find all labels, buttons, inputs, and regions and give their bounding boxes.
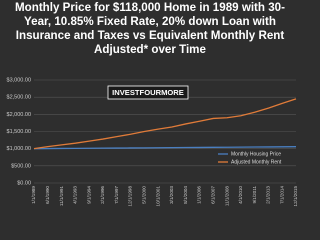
x-tick-label: 8/1/2004 [183,186,188,204]
y-tick-label: $2,500.00 [7,95,31,101]
series-line [33,98,297,150]
x-tick-label: 11/1/1991 [59,186,64,207]
x-tick-label: 7/1/2014 [279,186,284,204]
y-tick-label: $1,500.00 [7,129,31,135]
x-tick-label: 4/1/2010 [238,186,243,204]
x-tick-label: 10/1/2001 [155,186,160,207]
series-line [33,146,297,150]
x-tick-label: 9/1/2011 [252,186,257,204]
legend-label: Adjusted Monthly Rent [231,159,282,165]
x-tick-label: 12/1/1998 [128,186,133,207]
x-tick-label: 1/1/1989 [31,186,36,204]
page: {"chart_data": {"type": "line", "title":… [6,1,299,207]
chart-title: Monthly Price for $118,000 Home in 1989 … [15,1,285,56]
watermark-box [107,85,189,100]
y-tick-label: $3,000.00 [7,77,31,83]
x-tick-label: 9/1/1994 [86,186,91,204]
x-tick-label: 7/1/1997 [114,186,119,204]
y-tick-label: $2,000.00 [7,112,31,118]
legend-label: Monthly Housing Price [231,151,281,157]
watermark: INVESTFOURMORE [112,88,184,97]
y-tick-label: $1,000.00 [7,146,31,152]
x-tick-label: 2/1/1996 [100,186,105,204]
chart: $0.00 $500.00 $1,000.00 $1,500.00 $2,000.00 $… [7,77,299,207]
x-tick-label: 2/1/2013 [266,186,271,204]
x-tick-label: 6/1/1990 [45,186,50,204]
x-tick-label: 11/1/2008 [224,186,229,207]
y-tick-label: $500.00 [11,163,31,169]
y-tick-label: $0.00 [17,180,31,186]
x-tick-label: 6/1/2007 [210,186,215,204]
x-tick-label: 1/1/2006 [197,186,202,204]
x-tick-label: 3/1/2003 [169,186,174,204]
x-tick-label: 4/1/1993 [73,186,78,204]
x-tick-label: 12/1/2015 [293,186,298,207]
x-tick-label: 5/1/2000 [142,186,147,204]
